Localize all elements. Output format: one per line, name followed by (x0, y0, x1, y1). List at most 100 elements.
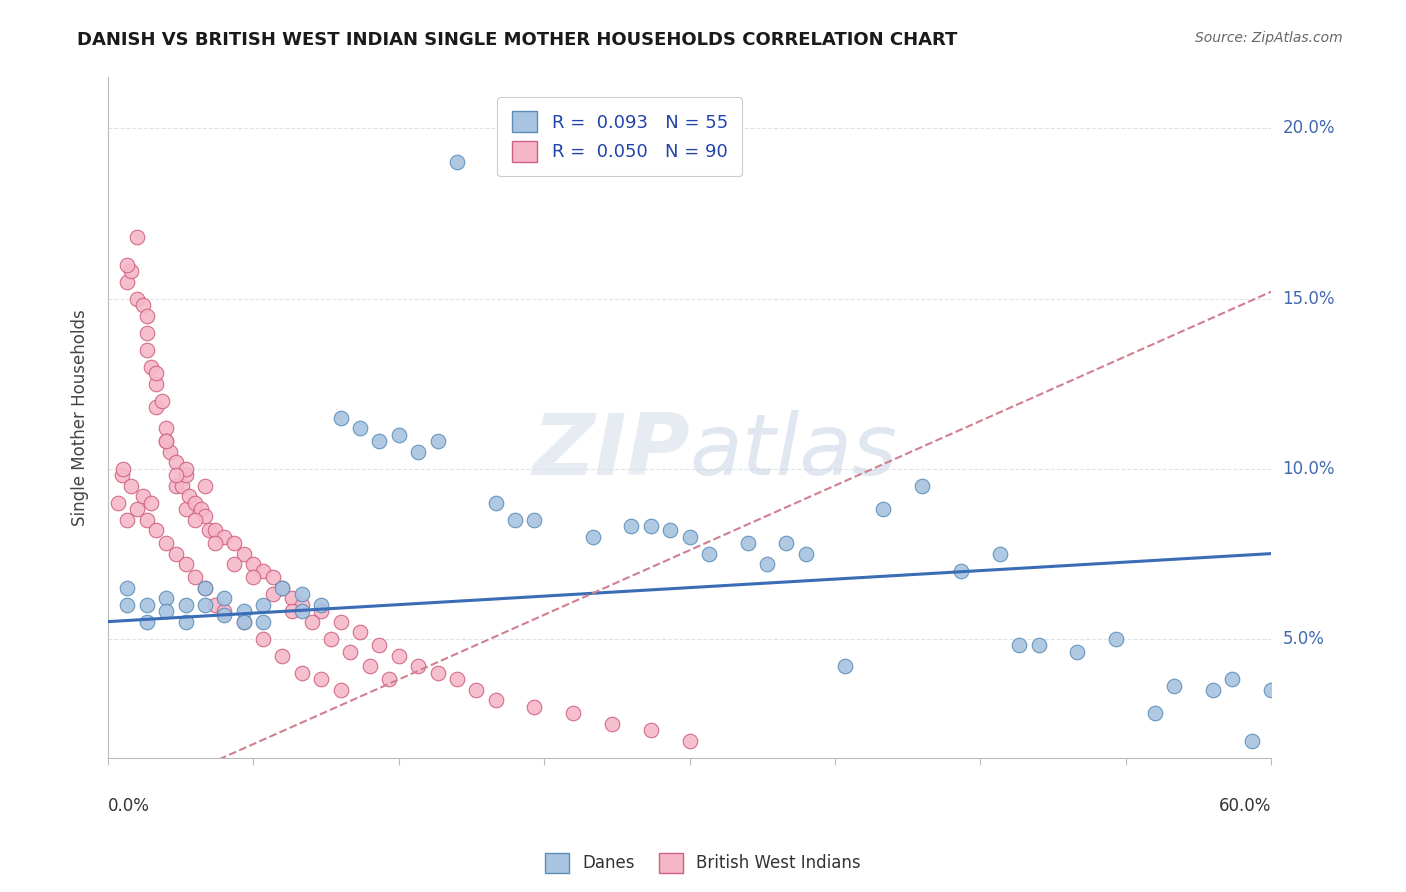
Text: 5.0%: 5.0% (1282, 630, 1324, 648)
Point (872, 502, 894, 516)
Point (291, 598, 314, 612)
Point (1105, 632, 1128, 646)
Point (139, 359, 162, 374)
Point (309, 604, 332, 618)
Point (562, 706, 585, 721)
Point (349, 421, 371, 435)
Point (388, 427, 411, 442)
Point (165, 468, 187, 483)
Point (1028, 639, 1050, 653)
Point (174, 461, 197, 475)
Point (794, 547, 817, 561)
Point (174, 468, 197, 483)
Point (145, 376, 167, 391)
Point (242, 570, 264, 584)
Point (125, 230, 148, 244)
Point (232, 604, 254, 618)
Point (222, 557, 245, 571)
Point (309, 673, 332, 687)
Text: 0.0%: 0.0% (108, 797, 150, 814)
Point (184, 495, 207, 509)
Point (204, 536, 226, 550)
Point (165, 455, 187, 469)
Point (756, 557, 779, 571)
Point (329, 410, 352, 425)
Point (503, 513, 526, 527)
Point (214, 604, 236, 618)
Point (465, 682, 488, 697)
Point (271, 648, 294, 663)
Point (1222, 673, 1244, 687)
Point (252, 564, 274, 578)
Point (388, 648, 411, 663)
Point (145, 367, 167, 381)
Point (262, 570, 284, 584)
Point (150, 393, 173, 408)
Y-axis label: Single Mother Households: Single Mother Households (72, 310, 89, 526)
Point (600, 716, 623, 731)
Point (194, 581, 217, 595)
Point (368, 639, 391, 653)
Point (446, 155, 468, 169)
Point (135, 615, 157, 629)
Point (291, 665, 314, 680)
Point (271, 581, 294, 595)
Point (949, 564, 972, 578)
Point (194, 509, 217, 524)
Point (135, 309, 157, 323)
Point (174, 557, 197, 571)
Point (281, 591, 304, 605)
Point (406, 444, 429, 458)
Text: 10.0%: 10.0% (1282, 459, 1334, 477)
Point (329, 615, 352, 629)
Point (110, 468, 132, 483)
Point (117, 581, 139, 595)
Point (301, 615, 323, 629)
Point (640, 723, 662, 738)
Text: atlas: atlas (689, 410, 897, 493)
Point (132, 298, 155, 312)
Point (1163, 679, 1185, 693)
Point (170, 478, 193, 492)
Point (135, 343, 157, 357)
Point (145, 401, 167, 415)
Point (242, 557, 264, 571)
Point (1008, 639, 1031, 653)
Point (359, 658, 381, 673)
Point (194, 581, 217, 595)
Point (135, 513, 157, 527)
Point (1240, 733, 1263, 747)
Point (368, 434, 391, 449)
Point (125, 502, 148, 516)
Point (232, 615, 254, 629)
Point (145, 523, 167, 537)
Point (117, 598, 139, 612)
Text: Source: ZipAtlas.com: Source: ZipAtlas.com (1195, 31, 1343, 45)
Point (179, 489, 201, 503)
Point (697, 547, 720, 561)
Point (194, 598, 217, 612)
Point (1202, 682, 1225, 697)
Point (252, 615, 274, 629)
Point (329, 682, 352, 697)
Point (640, 519, 662, 533)
Point (165, 547, 187, 561)
Point (214, 591, 236, 605)
Point (291, 604, 314, 618)
Point (523, 513, 546, 527)
Point (232, 547, 254, 561)
Point (988, 547, 1011, 561)
Point (214, 607, 236, 622)
Point (112, 461, 135, 475)
Point (194, 478, 217, 492)
Point (271, 581, 294, 595)
Point (582, 530, 605, 544)
Point (262, 587, 284, 601)
Point (911, 478, 934, 492)
Legend: Danes, British West Indians: Danes, British West Indians (538, 847, 868, 880)
Text: 60.0%: 60.0% (1219, 797, 1271, 814)
Point (426, 434, 449, 449)
Point (319, 632, 342, 646)
Point (165, 478, 187, 492)
Point (406, 658, 429, 673)
